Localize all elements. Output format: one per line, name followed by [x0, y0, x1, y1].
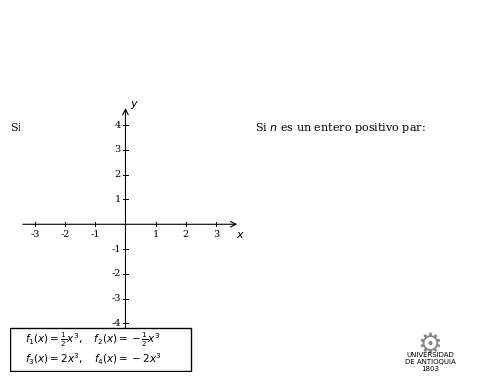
Text: UNIVERSIDAD
DE ANTIOQUIA
1803: UNIVERSIDAD DE ANTIOQUIA 1803 — [404, 352, 456, 372]
Text: ●○○: ●○○ — [51, 34, 69, 39]
Text: -2: -2 — [112, 269, 121, 278]
Text: $y$: $y$ — [130, 99, 139, 111]
FancyBboxPatch shape — [10, 329, 190, 371]
Text: Caso particular: $f(x) = ax^n$ para alguna $a = a_n \neq 0.$: Caso particular: $f(x) = ax^n$ para algu… — [15, 66, 362, 85]
Text: -2: -2 — [60, 230, 70, 240]
Text: ○○○: ○○○ — [176, 34, 194, 39]
Text: Ceros de polinomios: Ceros de polinomios — [264, 9, 336, 15]
Text: Funciones polinomiales: Funciones polinomiales — [19, 9, 101, 15]
Text: Si $n$ es un entero positivo par:: Si $n$ es un entero positivo par: — [255, 121, 426, 135]
Text: -1: -1 — [112, 244, 121, 253]
Text: 2: 2 — [114, 170, 121, 179]
Text: ○○○○: ○○○○ — [408, 34, 432, 39]
Text: $f_3(x) = 2x^3, \quad f_4(x) = -2x^3$: $f_3(x) = 2x^3, \quad f_4(x) = -2x^3$ — [24, 352, 162, 367]
Text: -1: -1 — [90, 230, 100, 240]
Text: -3: -3 — [112, 294, 121, 303]
Text: 1: 1 — [114, 195, 121, 204]
Text: Propiedades de la división: Propiedades de la división — [140, 9, 230, 16]
Text: -4: -4 — [112, 319, 121, 328]
Text: Si $n$ es un entero positivo impar:: Si $n$ es un entero positivo impar: — [10, 121, 195, 135]
Text: 4: 4 — [114, 121, 121, 130]
Text: -3: -3 — [30, 230, 40, 240]
Text: 2: 2 — [182, 230, 189, 240]
Text: ⚙: ⚙ — [418, 331, 442, 359]
Text: 1: 1 — [152, 230, 158, 240]
Text: 3: 3 — [114, 146, 121, 155]
Text: $f_1(x) = \frac{1}{2}x^3, \quad f_2(x) = -\frac{1}{2}x^3$: $f_1(x) = \frac{1}{2}x^3, \quad f_2(x) =… — [24, 331, 160, 349]
Text: $x$: $x$ — [236, 230, 244, 241]
Text: 3: 3 — [213, 230, 219, 240]
Text: ○○○○○○: ○○○○○○ — [282, 34, 319, 39]
Text: Funciones racionales: Funciones racionales — [384, 9, 456, 15]
